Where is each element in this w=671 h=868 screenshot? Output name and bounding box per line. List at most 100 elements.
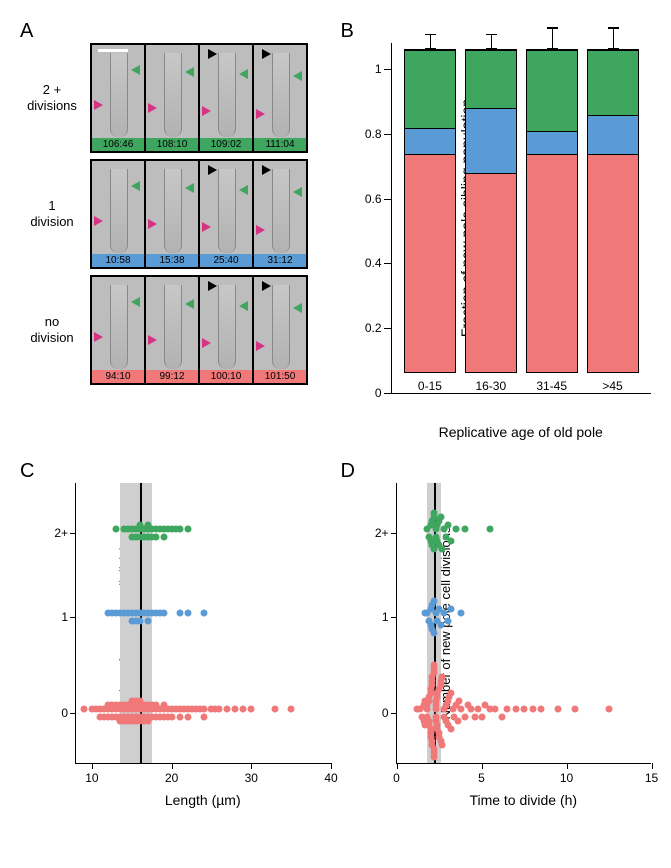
data-point [184, 610, 191, 617]
arrow-icon [239, 301, 248, 311]
panel-c-xlabel: Length (µm) [75, 792, 331, 808]
panel-c-chart: Number of new pole cell divisions 102030… [75, 483, 331, 764]
bar-segment [588, 50, 638, 115]
arrow-icon [148, 335, 157, 345]
data-point [458, 705, 465, 712]
timestamp: 99:12 [146, 370, 198, 383]
xtick-label: 20 [165, 771, 178, 785]
scalebar [98, 49, 128, 52]
data-point [487, 526, 494, 533]
data-point [498, 713, 505, 720]
data-point [439, 673, 446, 680]
data-point [444, 618, 451, 625]
data-point [430, 661, 437, 668]
panel-a-row: 1division 10:5815:3825:4031:12 [20, 159, 331, 269]
data-point [152, 534, 159, 541]
data-point [430, 753, 437, 760]
xtick-label: 30 [245, 771, 258, 785]
data-point [444, 522, 451, 529]
panel-b-bars: 0-15 16-30 31-45 >45 [392, 43, 652, 393]
data-point [248, 705, 255, 712]
data-point [461, 526, 468, 533]
data-point [200, 713, 207, 720]
data-point [447, 606, 454, 613]
panel-a-row-label: 1division [20, 198, 84, 229]
timestamp: 106:46 [92, 138, 144, 151]
arrow-icon [239, 185, 248, 195]
data-point [456, 697, 463, 704]
data-point [538, 705, 545, 712]
data-point [454, 717, 461, 724]
data-point [453, 526, 460, 533]
data-point [160, 610, 167, 617]
arrow-icon [293, 71, 302, 81]
arrow-icon [202, 106, 211, 116]
bar-segment [405, 154, 455, 372]
data-point [458, 610, 465, 617]
arrow-icon [148, 219, 157, 229]
data-point [176, 526, 183, 533]
stacked-bar [404, 49, 456, 373]
arrow-icon [131, 65, 140, 75]
ytick-label: 0.6 [354, 192, 382, 206]
panel-a: A 2 +divisions106:46108:10109:02111:041d… [20, 20, 331, 440]
data-point [240, 705, 247, 712]
arrow-icon [256, 109, 265, 119]
bar-segment [405, 50, 455, 128]
arrow-icon [185, 299, 194, 309]
data-point [184, 526, 191, 533]
bar-group: 16-30 [465, 49, 517, 393]
arrow-icon [131, 181, 140, 191]
data-point [504, 705, 511, 712]
microscopy-frame: 10:58 [92, 161, 146, 267]
data-point [441, 610, 448, 617]
bar-group: 0-15 [404, 49, 456, 393]
data-point [492, 705, 499, 712]
arrow-icon [239, 69, 248, 79]
panel-a-rows: 2 +divisions106:46108:10109:02111:041div… [20, 43, 331, 385]
panel-b-xlabel: Replicative age of old pole [391, 424, 652, 440]
arrow-icon [256, 225, 265, 235]
ytick-label: 2+ [367, 526, 389, 540]
microscopy-frame: 15:38 [146, 161, 200, 267]
data-point [555, 705, 562, 712]
panel-a-label: A [20, 20, 331, 43]
microscopy-frame: 101:50 [254, 277, 306, 383]
xtick-label: 10 [560, 771, 573, 785]
arrow-icon [262, 49, 271, 59]
panel-c: C Number of new pole cell divisions 1020… [20, 460, 331, 808]
data-point [112, 526, 119, 533]
panel-d-label: D [341, 460, 652, 483]
panel-b-chart: Fraction of new pole sibling population … [391, 43, 652, 394]
stacked-bar [587, 49, 639, 373]
bar-segment [588, 154, 638, 372]
bar-segment [466, 173, 516, 372]
data-point [529, 705, 536, 712]
error-bar [491, 34, 493, 50]
arrow-icon [208, 281, 217, 291]
xcategory-label: 0-15 [418, 379, 442, 393]
xtick-label: 40 [324, 771, 337, 785]
panel-a-row-label: 2 +divisions [20, 82, 84, 113]
ytick-label: 1 [367, 610, 389, 624]
arrow-icon [208, 165, 217, 175]
ytick-label: 1 [46, 610, 68, 624]
data-point [288, 705, 295, 712]
arrow-icon [202, 338, 211, 348]
bar-segment [466, 50, 516, 108]
arrow-icon [94, 216, 103, 226]
data-point [512, 705, 519, 712]
microscopy-frame: 25:40 [200, 161, 254, 267]
ytick-label: 1 [354, 62, 382, 76]
panel-a-row-label: nodivision [20, 314, 84, 345]
data-point [478, 713, 485, 720]
timestamp: 94:10 [92, 370, 144, 383]
figure: A 2 +divisions106:46108:10109:02111:041d… [20, 20, 651, 808]
xcategory-label: 31-45 [536, 379, 567, 393]
bar-group: >45 [587, 49, 639, 393]
panel-b-label: B [341, 20, 652, 43]
bar-segment [527, 50, 577, 131]
timestamp: 31:12 [254, 254, 306, 267]
data-point [216, 705, 223, 712]
ytick-label: 0 [367, 706, 389, 720]
